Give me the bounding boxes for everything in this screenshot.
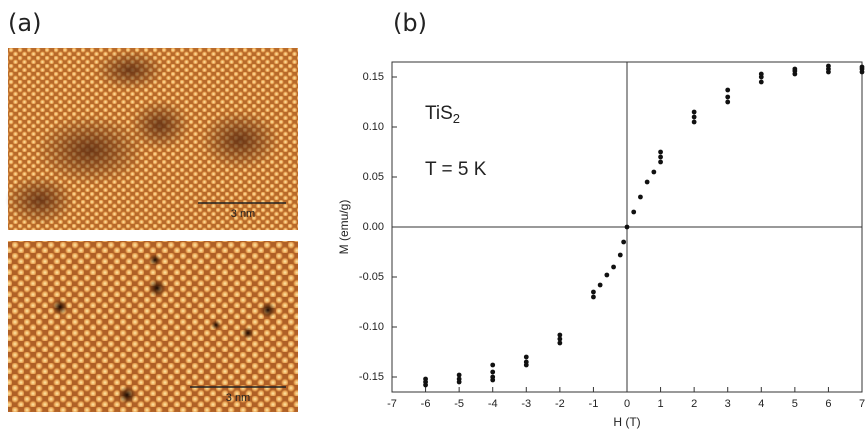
y-tick-label: -0.10	[359, 321, 384, 333]
y-tick-label: 0.00	[363, 221, 384, 233]
data-point	[624, 224, 630, 230]
x-tick-label: 2	[691, 398, 697, 410]
data-point	[591, 294, 596, 300]
data-point	[691, 114, 697, 120]
data-point	[604, 272, 610, 278]
x-tick-label: 3	[725, 398, 731, 410]
data-point	[758, 79, 764, 85]
data-point	[456, 372, 462, 378]
x-tick-label: -5	[454, 398, 464, 410]
x-tick-label: 5	[792, 398, 798, 410]
x-axis-label: H (T)	[613, 415, 640, 429]
data-point	[490, 377, 496, 383]
data-point	[490, 362, 496, 368]
x-tick-label: 4	[758, 398, 764, 410]
x-tick-label: -6	[421, 398, 431, 410]
data-point	[658, 149, 663, 155]
data-point	[651, 169, 657, 175]
data-point	[658, 154, 663, 160]
data-point	[691, 119, 697, 125]
data-point	[725, 99, 731, 105]
data-point	[557, 340, 563, 346]
x-tick-label: -1	[589, 398, 599, 410]
data-point	[631, 209, 637, 215]
data-point	[456, 379, 462, 385]
data-point	[617, 252, 623, 258]
y-tick-label: 0.05	[363, 171, 384, 183]
data-point	[523, 362, 529, 368]
data-point	[792, 66, 798, 72]
x-tick-label: -2	[555, 398, 565, 410]
annotation-formula: TiS2	[425, 103, 460, 126]
data-point	[523, 354, 529, 360]
data-point	[423, 382, 428, 388]
data-point	[758, 71, 764, 77]
panel-label: (b)	[393, 9, 427, 37]
y-axis-label: M (emu/g)	[337, 200, 351, 255]
data-point	[490, 369, 496, 375]
data-point	[557, 336, 563, 342]
x-tick-label: -7	[387, 398, 397, 410]
scale-bar-label: 3 nm	[231, 208, 255, 220]
data-point	[597, 282, 603, 288]
y-tick-label: 0.10	[363, 121, 384, 133]
stm-image-top: 3 nm	[5, 48, 298, 230]
data-point	[557, 332, 563, 338]
x-tick-label: -4	[488, 398, 498, 410]
data-point	[611, 264, 616, 270]
data-point	[725, 94, 731, 100]
data-point	[644, 179, 650, 185]
data-point	[826, 63, 831, 69]
data-point	[691, 109, 697, 115]
annotation-temperature: T = 5 K	[425, 159, 487, 180]
formula-base: TiS	[425, 103, 453, 124]
stm-image-bottom: 3 nm	[8, 241, 298, 412]
panel-label: (a)	[8, 9, 41, 37]
data-point	[725, 87, 731, 93]
x-tick-label: -3	[521, 398, 531, 410]
magnetization-plot: -7 -6 -5 -4 -3 -2 -1 0 1 2 3 4 5 6 7 -0.15 -0.10 -0.05 0.0…	[337, 61, 865, 429]
scale-bar-label: 3 nm	[226, 392, 250, 404]
data-point	[591, 289, 596, 295]
x-tick-label: 0	[624, 398, 630, 410]
x-tick-label: 6	[825, 398, 831, 410]
data-point	[658, 159, 663, 165]
data-point	[621, 239, 627, 245]
x-tick-label: 1	[658, 398, 664, 410]
x-tick-label: 7	[859, 398, 865, 410]
formula-subscript: 2	[453, 111, 460, 126]
y-tick-label: 0.15	[363, 71, 384, 83]
data-point	[859, 64, 865, 70]
y-tick-label: -0.15	[359, 371, 384, 383]
data-point	[638, 194, 643, 200]
y-tick-label: -0.05	[359, 271, 384, 283]
